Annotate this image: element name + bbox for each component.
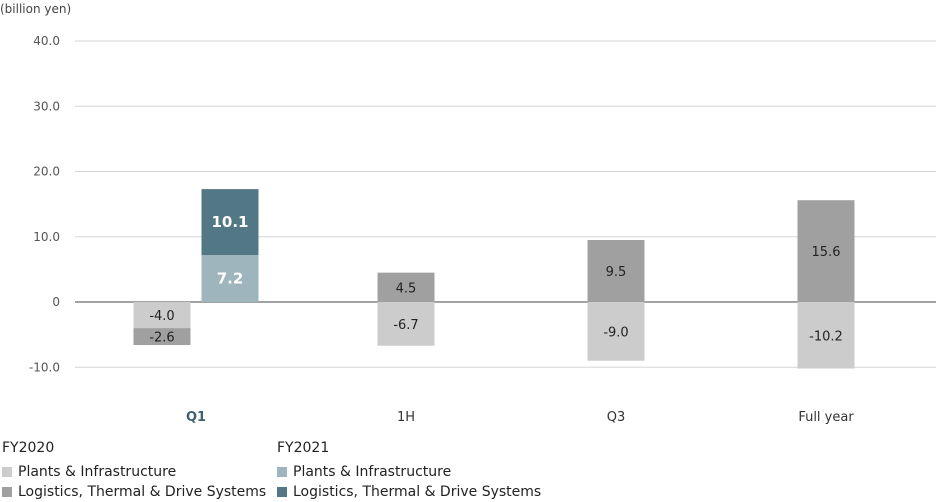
legend-swatch	[2, 487, 12, 497]
legend-item: Plants & Infrastructure	[277, 462, 541, 482]
legend-swatch	[277, 487, 287, 497]
data-label: 4.5	[396, 281, 417, 296]
legend-fy2021: FY2021 Plants & Infrastructure Logistics…	[277, 440, 541, 502]
bar-segment	[377, 302, 435, 346]
legend-group-title: FY2021	[277, 440, 330, 456]
data-label: -9.0	[603, 325, 628, 340]
y-tick-label: 0	[52, 295, 60, 309]
bar-segment	[797, 302, 855, 369]
y-tick-label: 40.0	[33, 34, 60, 48]
bar-chart: 40.0 30.0 20.0 10.0 0 -10.0 -4.0 -2.6 7.2 10.1 Q1 -…	[29, 34, 936, 425]
data-label: 15.6	[812, 245, 841, 260]
legend-item: Plants & Infrastructure	[2, 462, 266, 482]
data-label: 7.2	[217, 270, 244, 288]
legend-swatch	[2, 467, 12, 477]
legend-label: Logistics, Thermal & Drive Systems	[18, 484, 267, 500]
data-label: -10.2	[809, 329, 843, 344]
data-label: -6.7	[393, 318, 418, 333]
x-tick-label: Q3	[607, 410, 626, 425]
bar-segment	[201, 255, 259, 302]
x-tick-label: 1H	[397, 410, 415, 425]
bar-segment	[377, 272, 435, 302]
data-label: 10.1	[211, 213, 248, 231]
y-tick-label: 10.0	[33, 230, 60, 244]
data-label: -4.0	[149, 309, 174, 324]
legend-fy2020: FY2020 Plants & Infrastructure Logistics…	[2, 440, 266, 502]
y-tick-label: -10.0	[29, 360, 60, 374]
legend-label: Plants & Infrastructure	[18, 464, 177, 480]
y-tick-label: 20.0	[33, 165, 60, 179]
legend-item: Logistics, Thermal & Drive Systems	[2, 482, 266, 502]
legend-label: Plants & Infrastructure	[293, 464, 452, 480]
data-label: 9.5	[606, 265, 627, 280]
bar-segment	[587, 240, 645, 302]
bar-segment	[133, 328, 191, 346]
bar-segment	[587, 302, 645, 361]
unit-label: (billion yen)	[0, 2, 72, 16]
legend-label: Logistics, Thermal & Drive Systems	[293, 484, 542, 500]
bar-segment	[201, 189, 259, 256]
legend-group-title: FY2020	[2, 440, 55, 456]
legend-swatch	[277, 467, 287, 477]
y-tick-label: 30.0	[33, 99, 60, 113]
bar-segment	[797, 200, 855, 302]
x-tick-label: Full year	[798, 410, 854, 425]
data-label: -2.6	[149, 331, 174, 346]
bar-segment	[133, 302, 191, 329]
legend-item: Logistics, Thermal & Drive Systems	[277, 482, 541, 502]
x-tick-label: Q1	[186, 410, 206, 425]
